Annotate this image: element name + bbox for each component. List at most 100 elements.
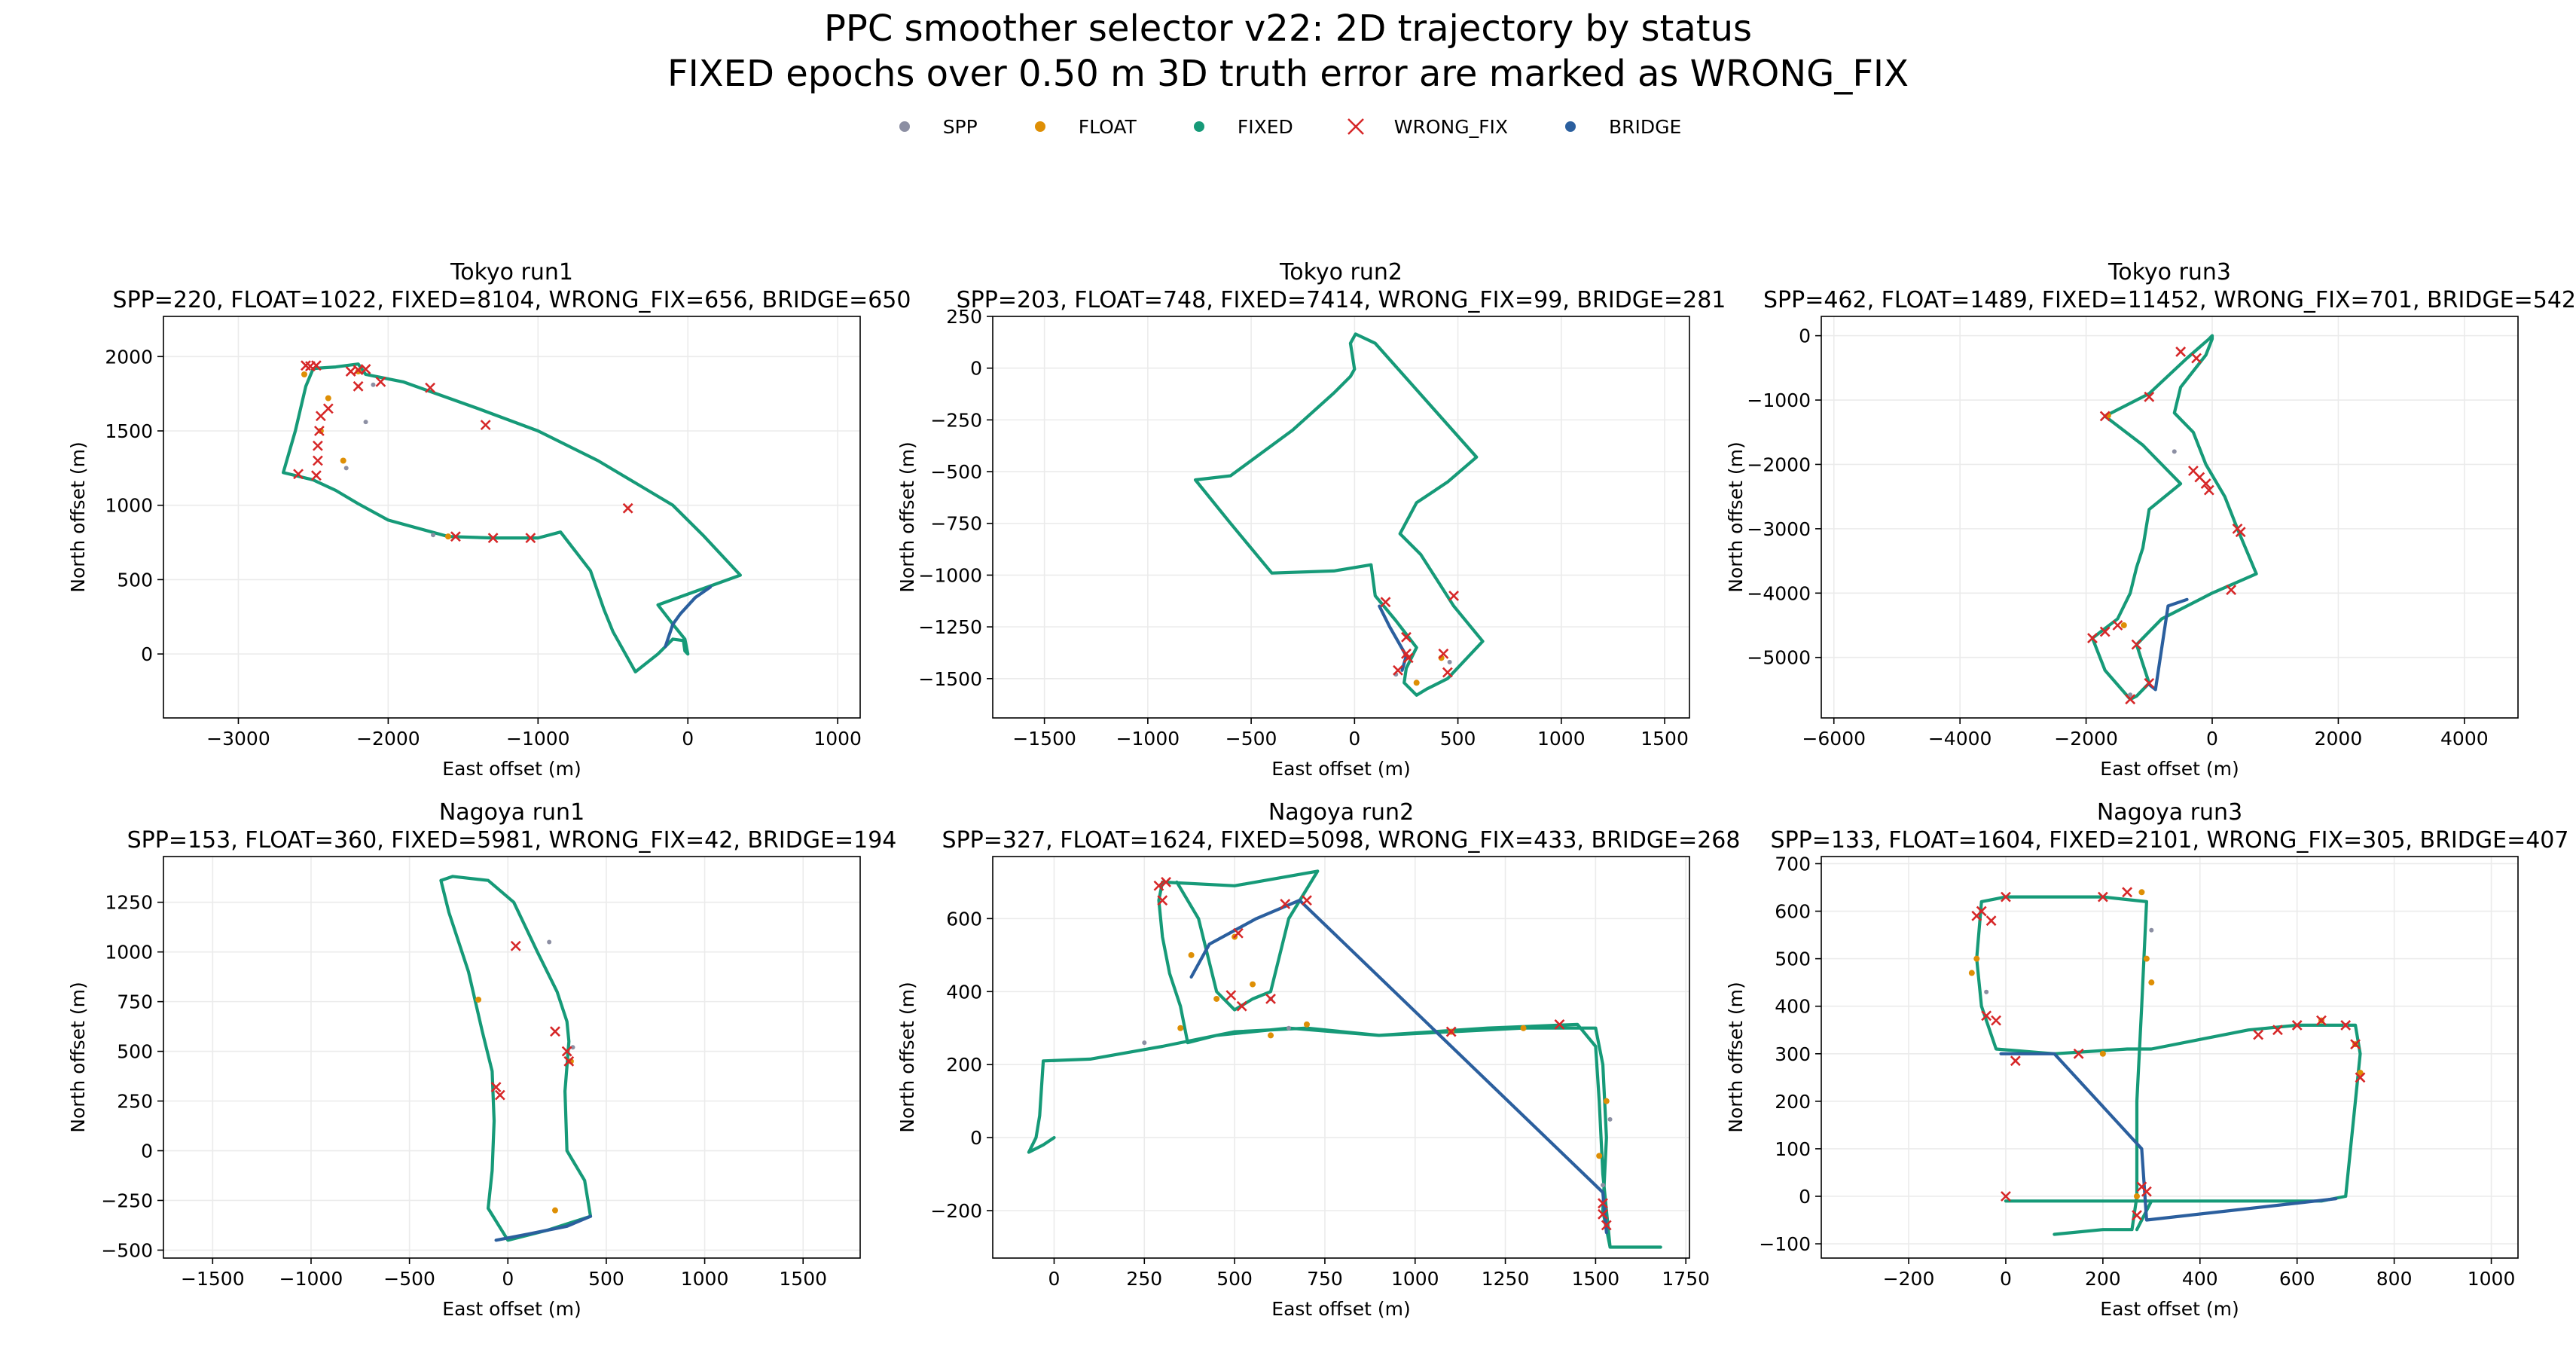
wrong-fix-marker [2141,1186,2152,1197]
x-tick-label: 500 [1440,728,1476,750]
x-tick-label: 1000 [1391,1268,1439,1290]
x-tick-label: 0 [2000,1268,2012,1290]
y-tick-label: 0 [1799,325,1811,347]
wrong-fix-marker [2144,391,2155,402]
wrong-fix-marker [1991,1015,2001,1026]
float-point [2357,1070,2364,1076]
wrong-fix-marker [563,1055,575,1067]
float-point [475,996,482,1003]
spp-point [1447,659,1452,664]
y-tick-label: −1000 [1747,389,1811,411]
y-axis-label: North offset (m) [896,441,918,592]
wrong-fix-marker [2010,1055,2021,1067]
bridge-track-line [2147,597,2189,692]
y-tick-label: 1000 [105,942,153,964]
legend-marker-float [1034,121,1045,132]
fixed-track-line [282,362,743,673]
y-tick-label: −1250 [918,616,982,638]
wrong-fix-marker [375,376,386,387]
legend-marker-wrong-fix [1347,118,1364,135]
x-tick-label: 0 [1348,728,1360,750]
x-tick-label: 250 [1126,1268,1162,1290]
wrong-fix-marker [2001,1191,2011,1202]
float-point [1213,995,1220,1002]
plot-subtitle: SPP=462, FLOAT=1489, FIXED=11452, WRONG_… [1763,287,2576,313]
x-tick-label: −2000 [2054,728,2118,750]
x-tick-label: −3000 [206,728,270,750]
wrong-fix-marker [322,403,334,414]
plot-1: −3000 −2000 −1000 0 1000 0 500 1000 1500 2000 East… [67,259,911,780]
wrong-fix-marker [1598,1198,1608,1209]
plot-subtitle: SPP=133, FLOAT=1604, FIXED=2101, WRONG_F… [1771,827,2569,854]
y-tick-label: 0 [1799,1186,1811,1208]
y-tick-label: 600 [946,908,982,930]
x-tick-label: 800 [2376,1268,2413,1290]
wrong-fix-marker [2316,1015,2327,1026]
y-tick-label: 250 [117,1091,153,1113]
y-tick-label: 200 [946,1054,982,1076]
plot-3: −6000 −4000 −2000 0 2000 4000 −5000 −4000 −3000 −… [1725,259,2576,780]
fixed-track-line [1193,332,1485,697]
legend-marker-spp [899,121,910,132]
x-axis-label: East offset (m) [2100,1298,2239,1320]
x-tick-label: 1750 [1662,1268,1710,1290]
float-point [2120,622,2127,628]
y-tick-label: 100 [1775,1138,1811,1160]
wrong-fix-marker [1401,631,1412,643]
y-tick-label: 0 [970,1127,982,1149]
float-point [1973,955,1980,962]
wrong-fix-marker [2203,484,2214,496]
legend-item-bridge: BRIDGE [1561,116,1681,138]
bridge-track-line [494,1214,593,1242]
wrong-fix-marker [1445,1026,1457,1037]
spp-point [1984,989,1989,994]
wrong-fix-marker [1157,895,1168,906]
float-point [2099,1050,2106,1057]
spp-point [431,533,436,538]
plot-data [2087,334,2258,705]
legend-item-fixed: FIXED [1189,116,1293,138]
x-tick-label: 400 [2182,1268,2218,1290]
plot-frame [992,856,1690,1259]
x-tick-label: 2000 [2315,728,2363,750]
plot-2: −1500 −1000 −500 0 500 1000 1500 −1500 −1250 −100… [896,259,1726,780]
plot-frame [163,856,861,1259]
wrong-fix-marker [2350,1039,2361,1050]
fixed-track-line [1027,869,1662,1249]
legend-label-spp: SPP [942,115,978,138]
wrong-fix-marker [310,360,322,371]
wrong-fix-marker [293,469,304,480]
wrong-fix-marker [1225,990,1237,1001]
wrong-fix-marker [1442,667,1453,678]
wrong-fix-marker [353,380,364,392]
spp-point [363,420,368,425]
plot-6: −200 0 200 400 600 800 1000 −100 0 100 200 300 400 50… [1725,799,2568,1320]
wrong-fix-marker [550,1026,560,1037]
y-axis-label: North offset (m) [67,982,89,1132]
y-tick-label: 1250 [105,892,153,914]
wrong-fix-marker [490,1082,502,1092]
x-axis-label: East offset (m) [1271,1298,1410,1320]
y-tick-label: 0 [141,643,153,665]
x-tick-label: 0 [502,1268,514,1290]
legend: SPP FLOAT FIXED WRONG_FIX BRIDGE [0,111,2576,142]
x-tick-label: −4000 [1928,728,1992,750]
x-tick-label: −1500 [1012,728,1076,750]
wrong-fix-marker [2073,1048,2084,1059]
fixed-track-line [439,875,593,1242]
plot-data [1027,869,1662,1249]
wrong-fix-marker [2099,626,2111,637]
y-tick-label: 2000 [105,346,153,368]
wrong-fix-marker [2200,478,2211,490]
wrong-fix-marker [2144,677,2155,689]
float-point [1303,1021,1310,1028]
wrong-fix-marker [313,426,325,436]
wrong-fix-marker [2132,1210,2142,1221]
wrong-fix-marker [494,1089,505,1101]
x-tick-label: −500 [1225,728,1277,750]
plot-subtitle: SPP=220, FLOAT=1022, FIXED=8104, WRONG_F… [113,287,911,313]
plot-title: Tokyo run3 [2107,259,2231,286]
bridge-track-line [1378,604,1409,672]
x-axis-label: East offset (m) [2100,758,2239,780]
y-tick-label: 500 [117,569,153,591]
